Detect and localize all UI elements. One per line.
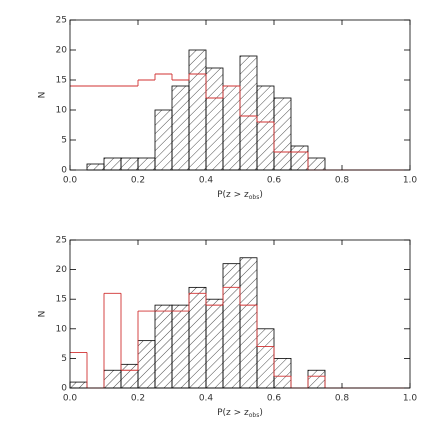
hist-bar xyxy=(86,163,105,171)
x-axis-label: P(z > zobs) xyxy=(217,408,263,419)
x-axis-label: P(z > zobs) xyxy=(217,190,263,201)
x-tick-label: 0.4 xyxy=(199,176,214,186)
y-axis-label: N xyxy=(38,92,48,99)
hist-bar xyxy=(120,157,139,171)
x-tick-label: 0.4 xyxy=(199,394,214,404)
y-tick-label: 5 xyxy=(61,354,67,364)
y-tick-label: 20 xyxy=(56,265,68,275)
hist-bar xyxy=(171,304,190,389)
hist-bar xyxy=(222,85,241,171)
y-tick-label: 0 xyxy=(61,166,67,176)
y-tick-label: 15 xyxy=(56,295,67,305)
y-tick-label: 5 xyxy=(61,136,67,146)
y-tick-label: 10 xyxy=(56,106,68,116)
x-label-sub: obs xyxy=(249,194,260,201)
y-tick-label: 25 xyxy=(56,16,67,26)
x-label-end: ) xyxy=(259,408,263,418)
hist-bar xyxy=(103,369,122,389)
x-label-main: P(z > z xyxy=(217,408,249,418)
hist-bar xyxy=(171,85,190,171)
hist-bar xyxy=(205,298,224,389)
hist-bar xyxy=(222,263,241,389)
x-tick-label: 0.0 xyxy=(63,176,78,186)
hist-bar xyxy=(188,286,207,389)
hist-bar xyxy=(205,67,224,171)
hist-bar xyxy=(256,85,275,171)
hist-bar xyxy=(69,381,88,389)
x-tick-label: 0.8 xyxy=(335,394,350,404)
axes-frame xyxy=(69,19,411,171)
axes-frame xyxy=(69,239,411,389)
hist-bar xyxy=(239,55,258,171)
y-axis-label: N xyxy=(38,311,48,318)
hist-bar xyxy=(273,97,292,171)
hist-bar xyxy=(290,145,309,171)
x-label-end: ) xyxy=(259,190,263,200)
x-tick-label: 1.0 xyxy=(403,176,418,186)
hist-bar xyxy=(120,363,139,389)
hist-bar xyxy=(239,257,258,389)
hist-bar xyxy=(137,340,156,389)
x-tick-label: 0.8 xyxy=(335,176,350,186)
hist-bar xyxy=(273,357,292,389)
y-tick-label: 25 xyxy=(56,236,67,246)
x-tick-label: 0.6 xyxy=(267,176,282,186)
x-tick-label: 0.2 xyxy=(131,176,145,186)
x-tick-label: 0.2 xyxy=(131,394,145,404)
y-tick-label: 10 xyxy=(56,324,68,334)
hist-bar xyxy=(154,304,173,389)
y-tick-label: 15 xyxy=(56,76,67,86)
x-label-sub: obs xyxy=(249,412,260,419)
y-tick-label: 20 xyxy=(56,46,68,56)
x-tick-label: 0.6 xyxy=(267,394,282,404)
x-tick-label: 1.0 xyxy=(403,394,418,404)
hist-bar xyxy=(307,157,326,171)
x-label-main: P(z > z xyxy=(217,190,249,200)
hist-bar xyxy=(188,49,207,171)
hist-bar xyxy=(307,369,326,389)
hist-bar xyxy=(154,109,173,171)
y-tick-label: 0 xyxy=(61,384,67,394)
hist-bar xyxy=(256,328,275,389)
hist-bar xyxy=(137,157,156,171)
x-tick-label: 0.0 xyxy=(63,394,78,404)
hist-bar xyxy=(103,157,122,171)
